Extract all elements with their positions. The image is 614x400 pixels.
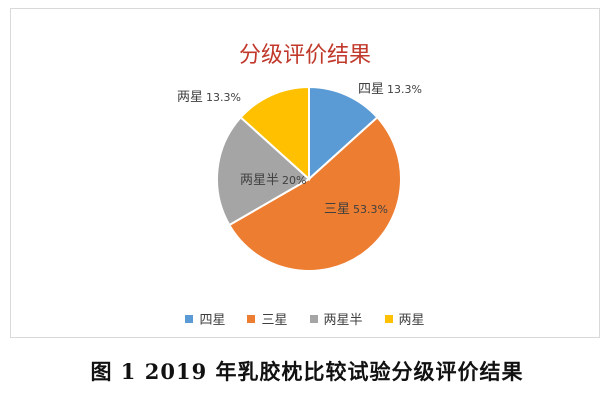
- pie-chart: 四星 13.3% 三星 53.3% 两星半 20% 两星 13.3%: [177, 82, 422, 272]
- pie-slice-3: [216, 115, 311, 227]
- chart-legend: 四星 三星 两星半 两星: [11, 309, 599, 328]
- legend-item: 四星: [185, 309, 225, 328]
- figure-caption: 图 1 2019 年乳胶枕比较试验分级评价结果: [90, 359, 524, 384]
- chart-title: 分级评价结果: [238, 43, 371, 68]
- legend-label: 两星半: [323, 313, 363, 328]
- legend-swatch: [185, 314, 194, 323]
- legend-swatch: [247, 314, 256, 323]
- slice-data-label: 三星 53.3%: [324, 202, 388, 217]
- legend-label: 三星: [261, 313, 288, 328]
- legend-item: 三星: [247, 309, 288, 328]
- slice-data-label: 两星半 20%: [240, 173, 306, 188]
- pie-slice-4: [239, 85, 310, 182]
- pie-slice-1: [308, 85, 379, 182]
- legend-label: 两星: [398, 313, 425, 328]
- legend-swatch: [309, 314, 318, 323]
- legend-swatch: [384, 314, 393, 323]
- slice-data-label: 四星 13.3%: [358, 82, 422, 97]
- legend-label: 四星: [199, 313, 226, 328]
- legend-item: 两星半: [309, 309, 363, 328]
- pie-slice-2: [227, 115, 402, 272]
- legend-item: 两星: [384, 309, 425, 328]
- chart-frame: 分级评价结果 四星 13.3% 三星 53.3% 两星半 20% 两星 13.3% 四星 三星 两…: [10, 8, 600, 338]
- slice-data-label: 两星 13.3%: [177, 90, 241, 105]
